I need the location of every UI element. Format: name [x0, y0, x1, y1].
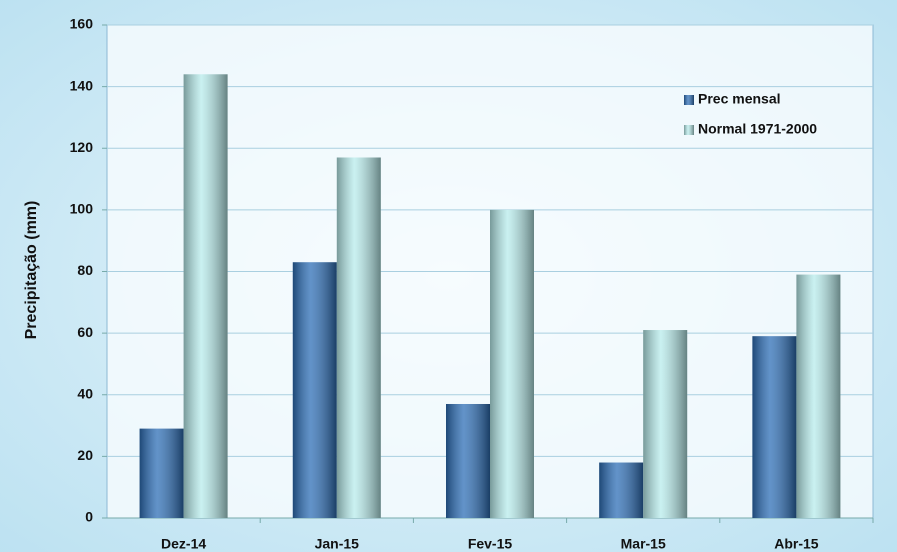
legend-swatch-shade — [684, 125, 694, 135]
y-tick-label: 160 — [70, 16, 94, 32]
x-tick-label: Dez-14 — [161, 536, 206, 552]
x-tick-label: Abr-15 — [774, 536, 819, 552]
bar-shade — [183, 74, 228, 519]
y-tick-label: 140 — [70, 77, 94, 93]
bar-shade — [752, 336, 797, 518]
y-tick-label: 0 — [85, 509, 93, 525]
bar-shade — [599, 462, 644, 518]
y-tick-label: 20 — [77, 447, 93, 463]
bar-shade — [336, 157, 381, 518]
y-axis-title: Precipitação (mm) — [23, 201, 40, 340]
y-tick-label: 60 — [77, 324, 93, 340]
bar-shade — [446, 403, 490, 518]
x-tick-label: Jan-15 — [315, 536, 360, 552]
y-tick-label: 100 — [70, 201, 94, 217]
x-tick-label: Fev-15 — [468, 536, 513, 552]
bar-shade — [292, 262, 337, 518]
bar-shade — [796, 274, 841, 518]
legend-label: Normal 1971-2000 — [698, 121, 817, 137]
legend-label: Prec mensal — [698, 91, 781, 107]
y-tick-label: 80 — [77, 262, 93, 278]
y-tick-label: 120 — [70, 139, 94, 155]
x-tick-label: Mar-15 — [621, 536, 666, 552]
bar-shade — [139, 428, 184, 518]
legend-swatch-shade — [684, 95, 694, 105]
y-tick-label: 40 — [77, 385, 93, 401]
bar-shade — [490, 209, 534, 518]
bar-shade — [643, 330, 688, 518]
